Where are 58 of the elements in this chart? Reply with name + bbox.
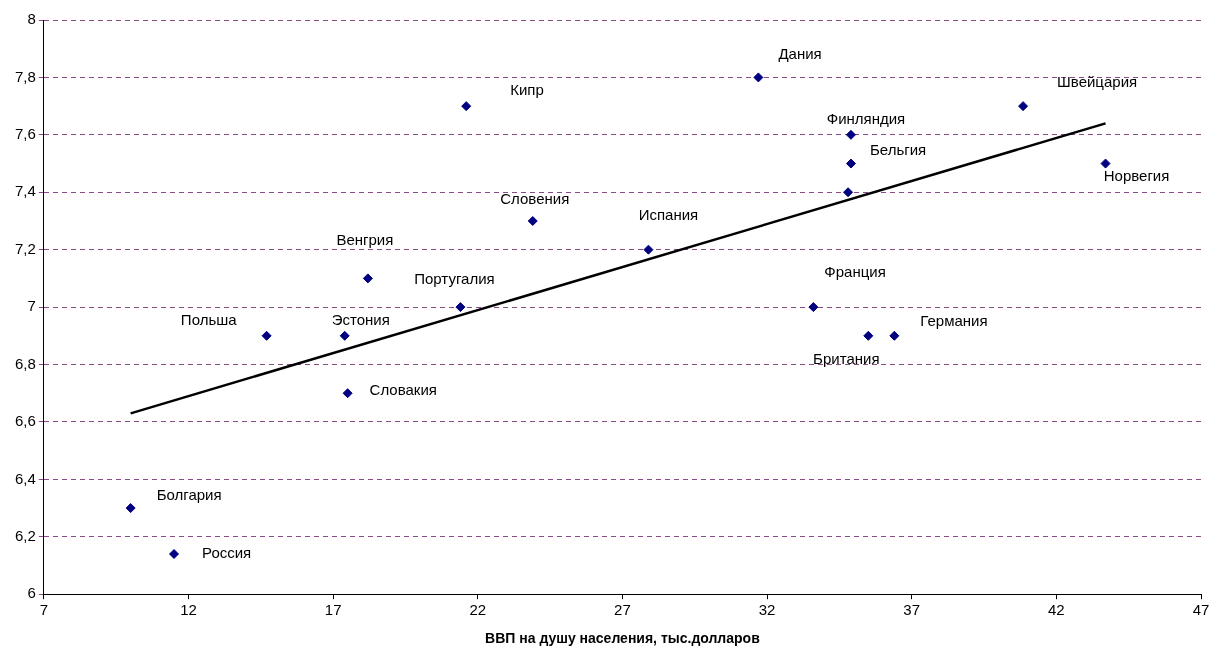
y-tick-label: 6,2 — [14, 526, 36, 544]
point — [889, 330, 900, 341]
point — [169, 549, 180, 560]
annotation: Испания — [638, 205, 699, 223]
annotation: Португалия — [414, 270, 495, 288]
annotation: Дания — [778, 44, 822, 62]
annotation: Британия — [813, 349, 880, 367]
annotation: Финляндия — [826, 109, 906, 127]
y-tick-label: 8 — [27, 10, 36, 28]
annotation: Словения — [500, 190, 570, 208]
y-tick-label: 6 — [27, 584, 36, 602]
annotation: Швейцария — [1057, 73, 1138, 91]
x-tick-label: 47 — [1192, 601, 1210, 619]
annotation: Франция — [824, 263, 886, 281]
x-tick-label: 22 — [469, 601, 487, 619]
y-tick-label: 7,8 — [14, 67, 36, 85]
y-tick-label: 6,4 — [14, 469, 36, 487]
annotation: Польша — [180, 310, 238, 328]
point — [455, 302, 466, 313]
y-tick-label: 7 — [27, 297, 36, 315]
y-tick-label: 7,4 — [14, 182, 36, 200]
point — [753, 72, 764, 83]
x-axis-title: ВВП на душу населения, тыс.долларов — [485, 630, 761, 647]
point — [845, 129, 856, 140]
annotation: Германия — [920, 311, 988, 329]
point — [845, 158, 856, 169]
annotation: Норвегия — [1103, 166, 1170, 184]
y-tick-label: 6,8 — [14, 354, 36, 372]
annotation: Кипр — [510, 81, 544, 99]
point — [461, 101, 472, 112]
point — [1018, 101, 1029, 112]
annotation: Болгария — [156, 486, 222, 504]
y-tick-label: 7,6 — [14, 124, 36, 142]
point — [342, 388, 353, 399]
point — [362, 273, 373, 284]
x-tick-label: 37 — [903, 601, 921, 619]
annotation: Эстония — [331, 310, 390, 328]
x-tick-label: 27 — [614, 601, 631, 619]
annotation: Бельгия — [869, 140, 927, 158]
point — [1100, 158, 1111, 169]
y-tick-label: 7,2 — [14, 239, 36, 257]
x-tick-label: 42 — [1048, 601, 1065, 619]
x-tick-label: 17 — [324, 601, 342, 619]
x-tick-label: 7 — [39, 601, 49, 619]
point — [261, 330, 272, 341]
x-tick-label: 12 — [180, 601, 197, 619]
point — [843, 187, 854, 198]
point — [125, 503, 136, 514]
x-tick-label: 32 — [758, 601, 776, 619]
annotation: Венгрия — [336, 230, 394, 248]
point — [643, 244, 654, 255]
y-tick-label: 6,6 — [14, 412, 36, 430]
point — [339, 330, 350, 341]
point — [527, 215, 538, 226]
annotation: Словакия — [369, 381, 437, 399]
point — [808, 302, 819, 313]
point — [863, 330, 874, 341]
annotation: Россия — [202, 544, 252, 562]
